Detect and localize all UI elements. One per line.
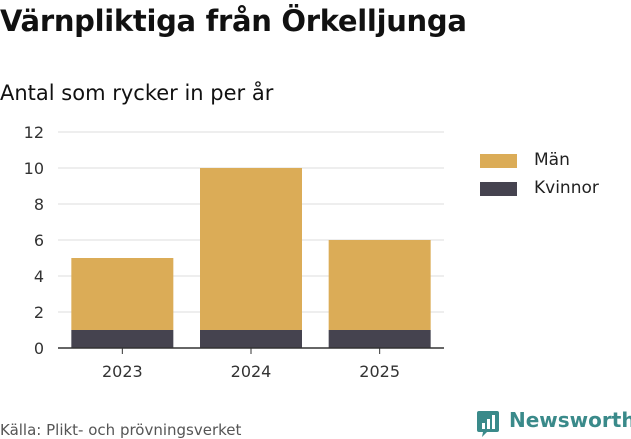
legend-label-man: Män [534,150,570,170]
y-tick-label-8: 8 [34,195,44,214]
x-tick-label-2025: 2025 [359,362,400,381]
y-tick-label-0: 0 [34,339,44,358]
chart-title: Värnpliktiga från Örkelljunga [0,4,467,38]
legend-swatch-kvinnor [480,182,517,196]
brand-name: Newsworthy [509,408,631,432]
x-tick-label-2024: 2024 [231,362,272,381]
source-note: Källa: Plikt- och prövningsverket [0,421,242,439]
newsworthy-logo-icon [477,411,499,437]
y-tick-label-12: 12 [24,123,44,142]
bar-kvinnor-2023 [71,330,174,348]
y-tick-label-2: 2 [34,303,44,322]
bar-m-n-2024 [200,168,302,330]
bar-kvinnor-2025 [328,330,431,348]
y-tick-label-10: 10 [24,159,44,178]
legend-label-kvinnor: Kvinnor [534,178,599,198]
y-tick-label-4: 4 [34,267,44,286]
bar-m-n-2025 [328,240,431,330]
y-tick-label-6: 6 [34,231,44,250]
chart-subtitle: Antal som rycker in per år [0,81,274,105]
x-tick-label-2023: 2023 [102,362,143,381]
bar-m-n-2023 [71,258,174,330]
legend-swatch-man [480,154,517,168]
bar-kvinnor-2024 [200,330,302,348]
